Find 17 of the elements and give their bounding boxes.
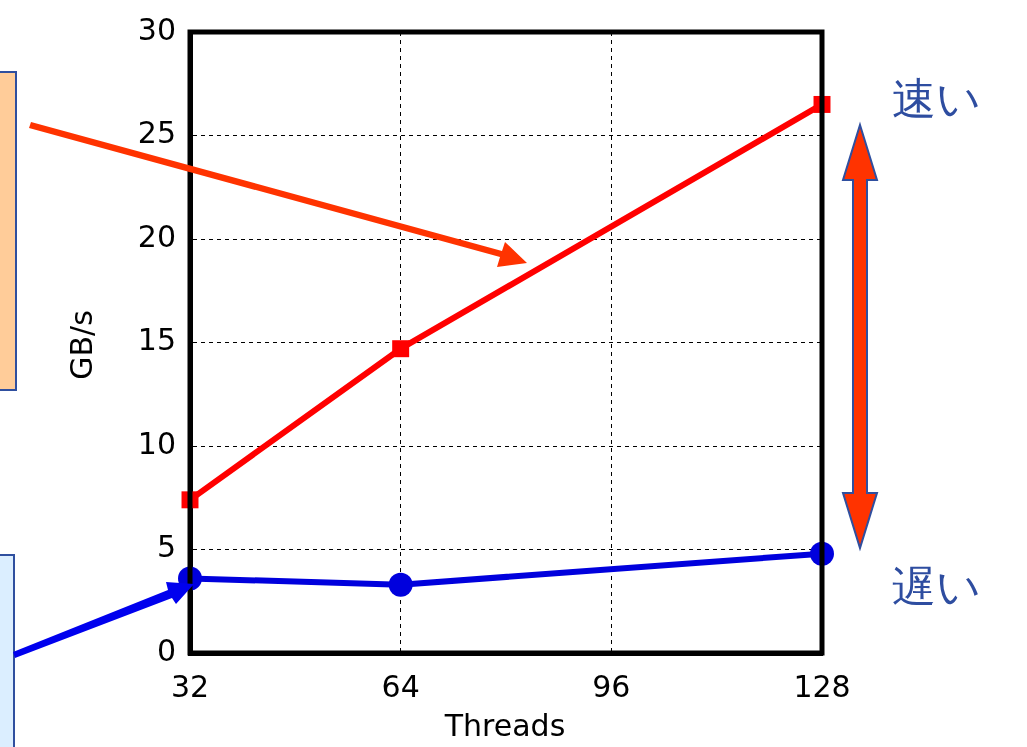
x-tick-label: 64: [381, 668, 420, 704]
text: 遅い: [892, 560, 981, 614]
x-tick-label: 32: [170, 668, 210, 704]
x-axis-title: Threads: [443, 707, 566, 743]
y-axis-title: GB/s: [63, 310, 99, 380]
y-tick-label: 20: [137, 218, 176, 254]
y-tick-label: 5: [156, 529, 176, 565]
text: 速い: [892, 72, 981, 126]
y-tick-label: 25: [137, 115, 176, 151]
y-tick-label: 30: [137, 11, 176, 47]
y-tick-label: 0: [156, 632, 176, 668]
x-tick-label: 96: [592, 668, 631, 704]
point: [388, 572, 413, 597]
x-tick-label: 128: [793, 668, 851, 704]
point: [392, 340, 410, 358]
y-tick-label: 10: [137, 425, 176, 461]
y-tick-label: 15: [137, 322, 176, 358]
